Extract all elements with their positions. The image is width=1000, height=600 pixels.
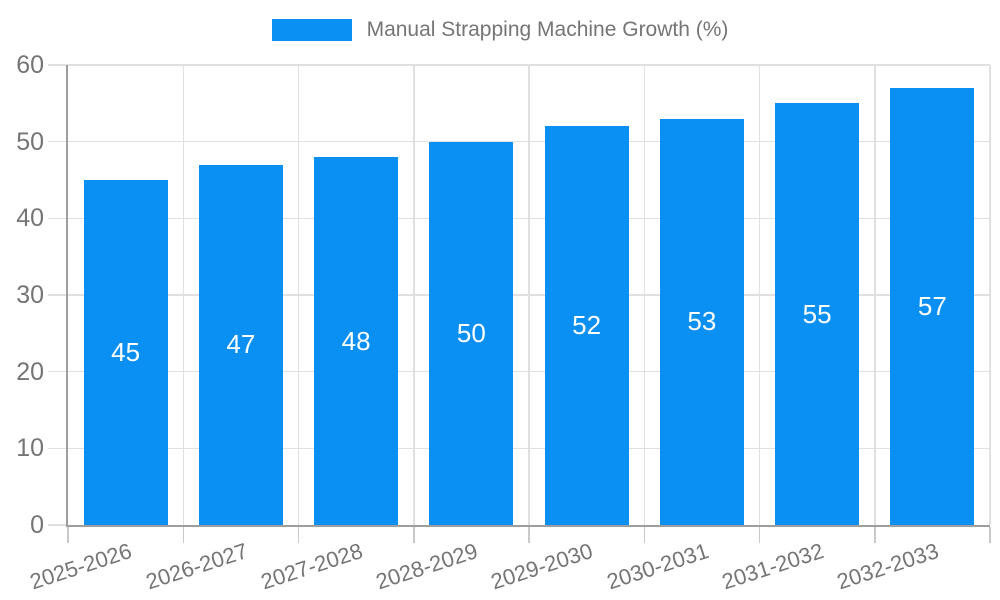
y-tick-mark xyxy=(48,524,68,526)
gridline-vertical xyxy=(528,65,530,525)
x-tick-mark xyxy=(758,527,761,543)
bar-2031-2032[interactable]: 55 xyxy=(775,103,860,525)
legend-label: Manual Strapping Machine Growth (%) xyxy=(366,18,729,41)
x-tick-mark xyxy=(989,527,991,543)
bar-value-label: 55 xyxy=(802,298,832,329)
y-axis-tick-label: 10 xyxy=(16,434,44,463)
bar-value-label: 53 xyxy=(687,306,717,337)
gridline-vertical xyxy=(413,65,415,525)
bar-2025-2026[interactable]: 45 xyxy=(83,180,168,525)
y-tick-mark xyxy=(48,294,68,296)
x-axis-line xyxy=(66,525,990,527)
gridline-vertical xyxy=(758,65,761,525)
bar-value-label: 52 xyxy=(572,310,602,341)
x-tick-mark xyxy=(67,527,69,543)
x-axis-tick-label: 2031-2032 xyxy=(718,538,827,595)
x-tick-mark xyxy=(528,527,530,543)
y-axis-line xyxy=(66,65,68,527)
gridline-vertical xyxy=(874,65,876,525)
bar-2032-2033[interactable]: 57 xyxy=(890,88,975,525)
x-tick-mark xyxy=(297,527,300,543)
y-tick-mark xyxy=(48,64,68,66)
y-axis-tick-label: 40 xyxy=(16,204,44,233)
y-tick-mark xyxy=(48,447,68,450)
x-axis-tick-label: 2027-2028 xyxy=(257,538,366,595)
gridline-vertical xyxy=(182,65,184,525)
x-tick-mark xyxy=(413,527,415,543)
x-axis-tick-label: 2025-2026 xyxy=(27,538,136,595)
bar-value-label: 45 xyxy=(111,337,141,367)
x-tick-mark xyxy=(643,527,645,543)
bar-value-label: 48 xyxy=(341,325,371,356)
y-axis-tick-label: 30 xyxy=(16,281,44,309)
bar-value-label: 57 xyxy=(917,291,947,321)
x-tick-mark xyxy=(182,527,184,543)
y-axis-tick-label: 60 xyxy=(16,51,44,79)
gridline-vertical xyxy=(989,65,991,525)
bar-2030-2031[interactable]: 53 xyxy=(659,118,744,525)
bar-2026-2027[interactable]: 47 xyxy=(198,164,283,525)
x-axis-tick-label: 2029-2030 xyxy=(488,538,597,595)
bar-2027-2028[interactable]: 48 xyxy=(314,157,399,525)
y-tick-mark xyxy=(48,140,68,143)
legend-swatch xyxy=(271,19,352,41)
y-axis-tick-label: 20 xyxy=(16,357,44,386)
x-axis-tick-label: 2030-2031 xyxy=(603,538,712,595)
y-tick-mark xyxy=(48,217,68,220)
bar-2029-2030[interactable]: 52 xyxy=(544,126,629,525)
gridline-vertical xyxy=(643,65,645,525)
bar-2028-2029[interactable]: 50 xyxy=(429,141,514,525)
legend-item[interactable]: Manual Strapping Machine Growth (%) xyxy=(0,18,1000,42)
y-tick-mark xyxy=(48,370,68,373)
y-axis-tick-label: 0 xyxy=(30,511,44,539)
bar-value-label: 50 xyxy=(456,317,486,348)
bar-value-label: 47 xyxy=(226,329,256,360)
x-axis-tick-label: 2026-2027 xyxy=(142,538,251,595)
y-axis-tick-label: 50 xyxy=(16,127,44,156)
x-tick-mark xyxy=(874,527,876,543)
x-axis-tick-label: 2032-2033 xyxy=(833,538,942,595)
x-axis-tick-label: 2028-2029 xyxy=(372,538,481,595)
gridline-vertical xyxy=(297,65,300,525)
